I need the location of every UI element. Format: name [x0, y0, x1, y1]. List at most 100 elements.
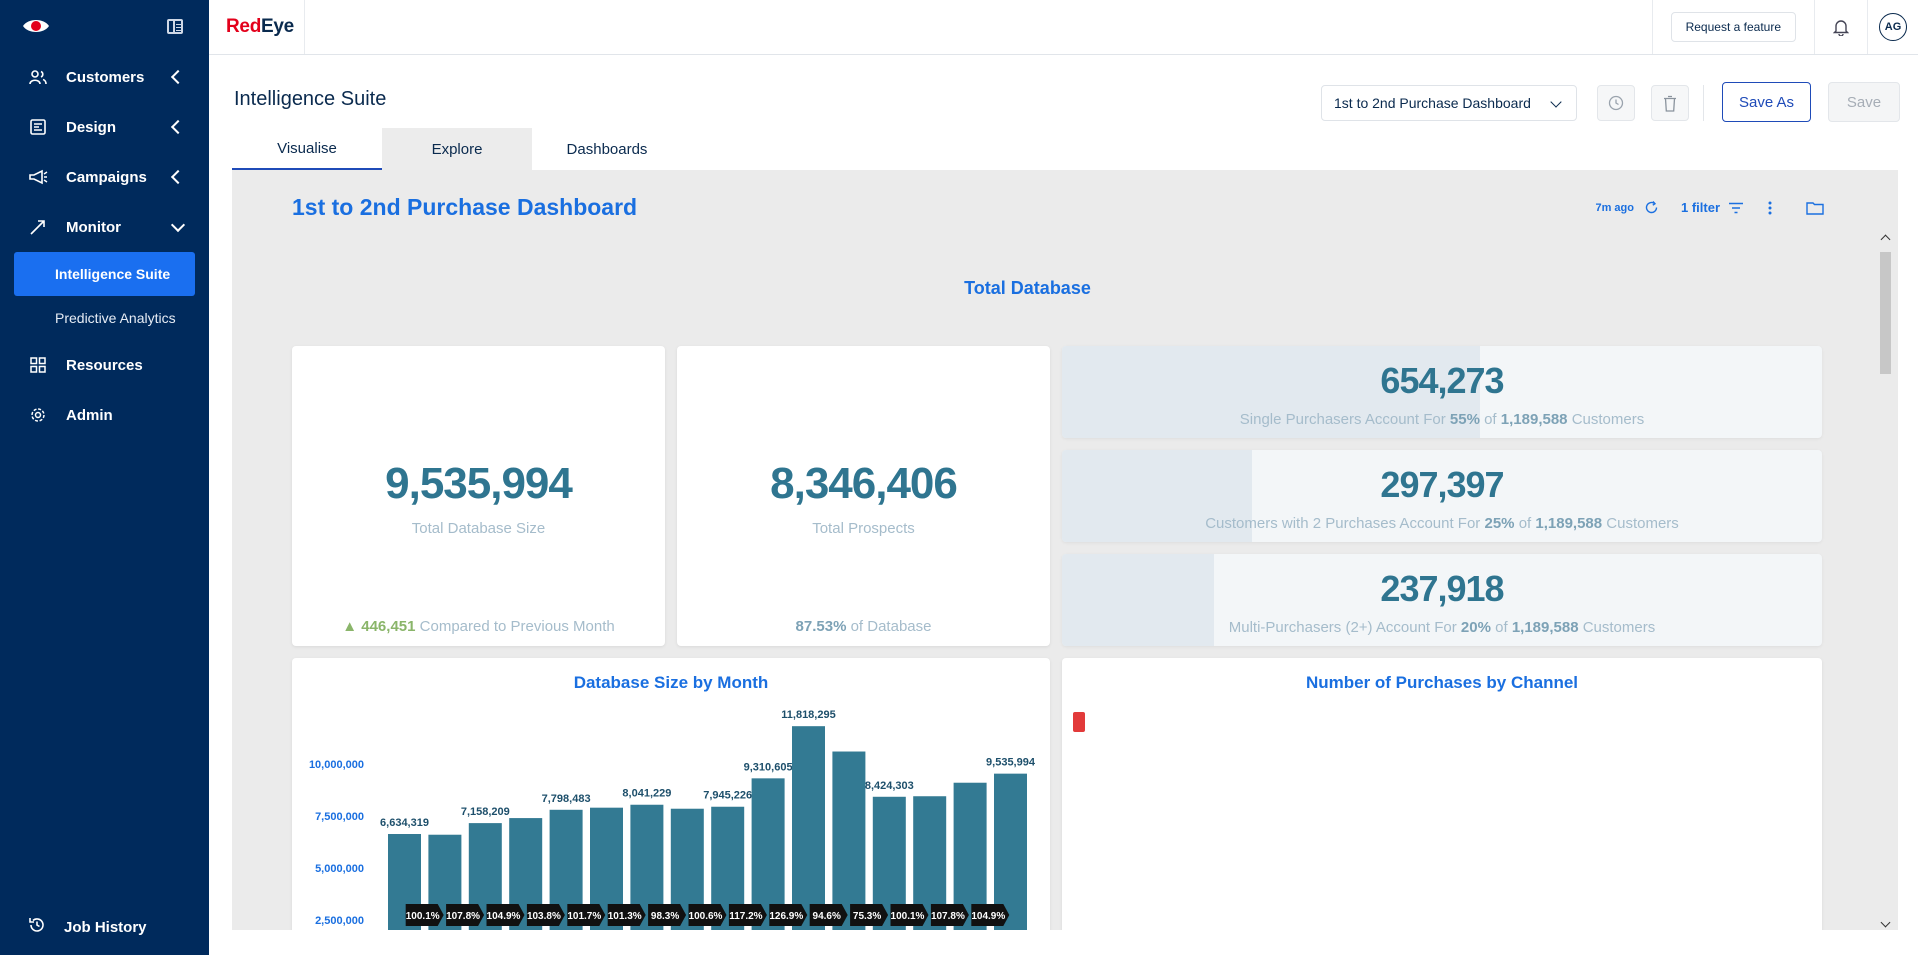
sidebar-subitem-intelligence-suite[interactable]: Intelligence Suite — [14, 252, 195, 296]
divider — [1703, 85, 1704, 121]
sidebar-item-label: Admin — [66, 406, 113, 424]
bar-value: 654,273 — [1380, 360, 1504, 401]
growth-arrow — [971, 904, 1010, 926]
sidebar-item-monitor[interactable]: Monitor — [0, 202, 209, 252]
growth-label: 104.9% — [971, 911, 1005, 922]
sidebar-item-design[interactable]: Design — [0, 102, 209, 152]
design-icon — [28, 117, 48, 137]
tab-bar: Visualise Explore Dashboards — [232, 128, 682, 170]
sidebar-item-admin[interactable]: Admin — [0, 390, 209, 440]
divider — [1651, 0, 1653, 54]
save-button[interactable]: Save — [1828, 82, 1900, 122]
bar — [994, 773, 1027, 930]
sidebar-header — [0, 0, 209, 52]
section-title: Total Database — [964, 278, 1091, 298]
growth-arrow — [526, 904, 565, 926]
growth-arrow — [405, 904, 444, 926]
growth-label: 101.3% — [608, 911, 642, 922]
growth-label: 107.8% — [446, 911, 480, 922]
chart-card-purchases-by-channel: Number of Purchases by Channel — [1062, 658, 1822, 930]
notifications-button[interactable] — [1815, 0, 1867, 54]
last-updated-text: 7m ago — [1595, 201, 1634, 214]
sidebar-item-label: Campaigns — [66, 168, 147, 186]
sidebar-item-resources[interactable]: Resources — [0, 340, 209, 390]
more-vertical-icon[interactable] — [1768, 201, 1772, 215]
scrollbar-thumb[interactable] — [1880, 252, 1891, 374]
growth-arrow — [850, 904, 889, 926]
kpi-pct-text: of Database — [850, 618, 932, 635]
sidebar-item-label: Monitor — [66, 218, 121, 236]
trend-icon — [28, 217, 48, 237]
chevron-left-icon — [170, 69, 186, 85]
growth-label: 75.3% — [853, 911, 881, 922]
history-button[interactable] — [1597, 85, 1635, 121]
dashboard-tools: 7m ago 1 filter — [1595, 200, 1824, 215]
growth-label: 104.9% — [487, 911, 521, 922]
growth-arrow — [688, 904, 727, 926]
topbar: Red Eye Request a feature AG — [209, 0, 1918, 55]
legend-swatch[interactable] — [1073, 712, 1085, 732]
sidebar-item-job-history[interactable]: Job History — [0, 899, 209, 955]
dashboard-title: 1st to 2nd Purchase Dashboard — [292, 194, 638, 220]
growth-arrow — [809, 904, 848, 926]
brand-red-text: Red — [226, 16, 261, 37]
data-label: 6,634,319 — [380, 817, 429, 829]
request-feature-button[interactable]: Request a feature — [1670, 12, 1796, 42]
sidebar-item-customers[interactable]: Customers — [0, 52, 209, 102]
divider — [1867, 0, 1868, 54]
divider — [1814, 0, 1815, 54]
data-label: 7,945,226 — [703, 790, 752, 802]
brand-dark-text: Eye — [261, 16, 294, 37]
bar-value: 297,397 — [1380, 464, 1504, 505]
brand-logo[interactable]: Red Eye — [209, 0, 305, 54]
filter-icon[interactable] — [1728, 202, 1744, 214]
sidebar-toggle-icon[interactable] — [167, 18, 183, 34]
growth-label: 100.1% — [406, 911, 440, 922]
growth-arrow — [446, 904, 485, 926]
filter-count[interactable]: 1 filter — [1680, 200, 1720, 215]
scrollbar[interactable] — [1880, 234, 1892, 928]
chevron-down-icon[interactable] — [1880, 917, 1891, 928]
save-as-button[interactable]: Save As — [1722, 82, 1811, 122]
growth-arrow — [648, 904, 687, 926]
growth-arrow — [607, 904, 646, 926]
bar-label: Multi-Purchasers (2+) Account For 20% of… — [1228, 619, 1656, 636]
chart-card-database-size: Database Size by Month 10,000,000 7,500,0… — [292, 658, 1050, 930]
growth-label: 107.8% — [931, 911, 965, 922]
tab-visualise[interactable]: Visualise — [232, 128, 382, 170]
tab-dashboards[interactable]: Dashboards — [566, 140, 648, 158]
kpi-card-total-database: 9,535,994 Total Database Size ▲ 446,451 … — [292, 346, 665, 646]
dashboard-select[interactable]: 1st to 2nd Purchase Dashboard — [1321, 85, 1577, 121]
arrow-up-icon: ▲ — [342, 618, 362, 635]
kpi-pct: 87.53% — [795, 618, 847, 635]
growth-label: 103.8% — [527, 911, 561, 922]
data-label: 7,158,209 — [461, 806, 510, 818]
refresh-icon[interactable] — [1644, 200, 1659, 215]
sidebar-item-label: Design — [66, 118, 117, 136]
kpi-footer: ▲ 446,451 Compared to Previous Month — [292, 618, 665, 635]
bar — [792, 726, 825, 930]
growth-arrow — [890, 904, 929, 926]
growth-arrow — [486, 904, 525, 926]
kpi-card-total-prospects: 8,346,406 Total Prospects 87.53% of Data… — [677, 346, 1050, 646]
bar-label: Customers with 2 Purchases Account For 2… — [1205, 515, 1679, 532]
chevron-up-icon[interactable] — [1880, 234, 1891, 245]
avatar[interactable]: AG — [1879, 13, 1907, 41]
progress-fill — [1062, 450, 1252, 542]
sidebar-item-campaigns[interactable]: Campaigns — [0, 152, 209, 202]
data-label: 7,798,483 — [542, 793, 591, 805]
growth-label: 126.9% — [769, 911, 803, 922]
sidebar-subitem-predictive-analytics[interactable]: Predictive Analytics — [55, 310, 176, 326]
eye-logo-icon[interactable] — [22, 17, 50, 35]
growth-label: 100.1% — [891, 911, 925, 922]
y-tick-label: 10,000,000 — [309, 759, 364, 771]
page-title: Intelligence Suite — [234, 88, 387, 110]
folder-icon[interactable] — [1806, 201, 1824, 215]
growth-arrow — [567, 904, 606, 926]
chevron-down-icon — [1550, 96, 1562, 108]
delete-button[interactable] — [1651, 85, 1689, 121]
kpi-label: Total Database Size — [411, 520, 546, 537]
chevron-left-icon — [170, 169, 186, 185]
bell-icon — [1833, 20, 1849, 36]
tab-explore[interactable]: Explore — [382, 128, 532, 170]
